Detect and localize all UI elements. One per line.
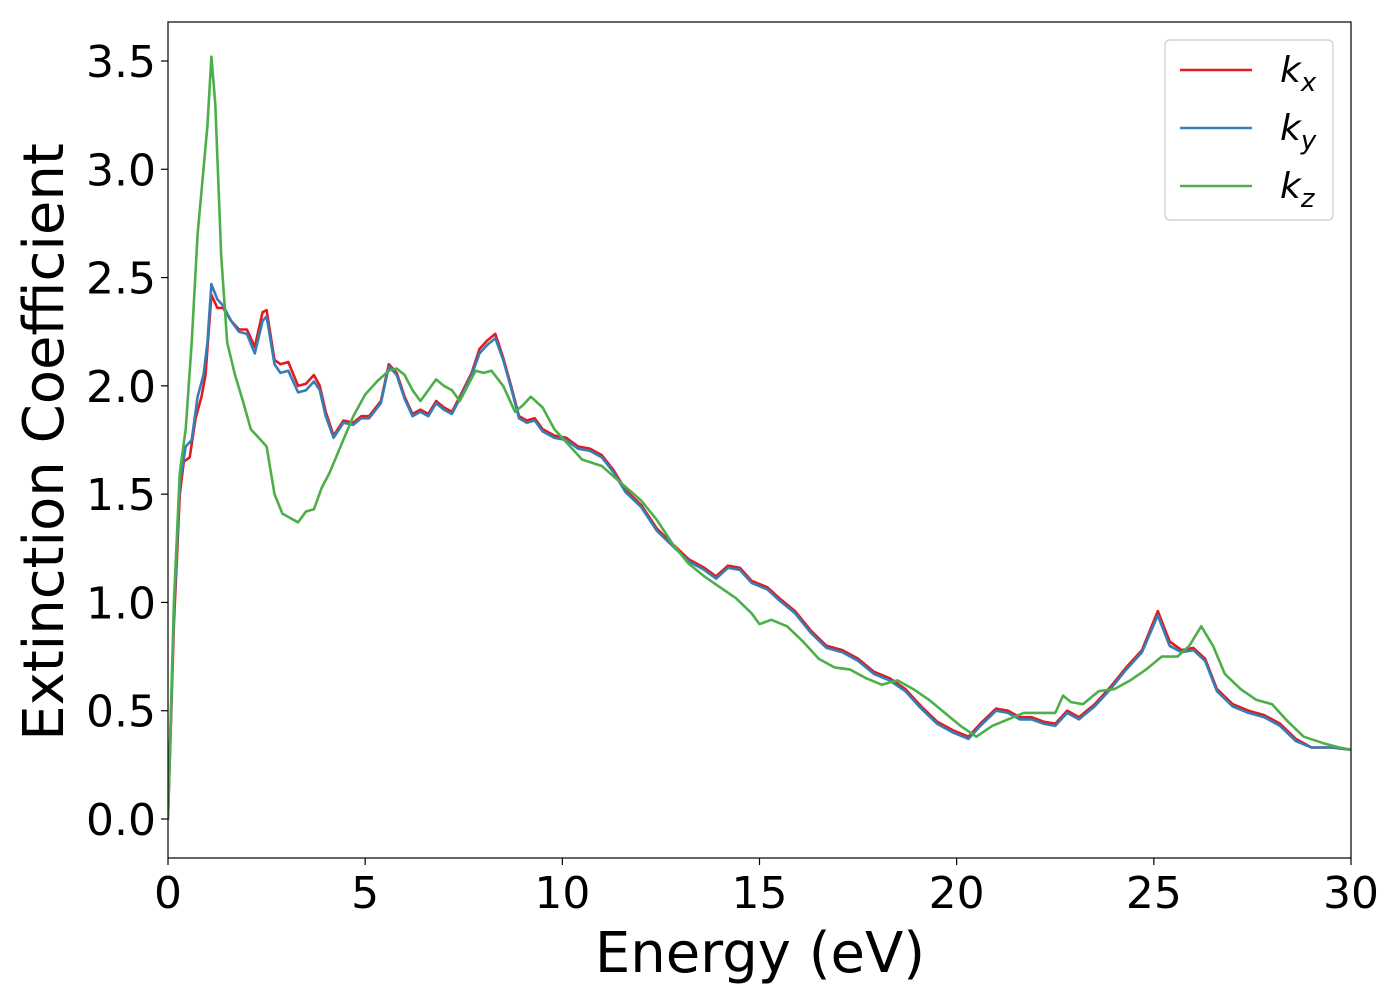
- y-tick-label: 3.5: [86, 37, 156, 88]
- x-axis-ticks: 0 5 10 15 20 25 30: [154, 858, 1379, 919]
- series-line-kx: [168, 293, 1351, 821]
- series-line-ky: [168, 282, 1351, 821]
- x-tick-label: 25: [1126, 868, 1182, 919]
- x-tick-label: 5: [351, 868, 379, 919]
- legend: kx ky kz: [1164, 39, 1334, 221]
- x-tick-label: 20: [929, 868, 985, 919]
- y-tick-label: 1.0: [86, 578, 156, 629]
- x-axis-label: Energy (eV): [595, 921, 925, 986]
- x-tick-label: 0: [154, 868, 182, 919]
- y-axis-ticks: 0.0 0.5 1.0 1.5 2.0 2.5 3.0 3.5: [86, 37, 168, 846]
- y-tick-label: 2.0: [86, 362, 156, 413]
- legend-label-kz: kz: [1280, 166, 1316, 214]
- y-tick-label: 0.0: [86, 795, 156, 846]
- legend-label-kx: kx: [1280, 50, 1317, 98]
- y-tick-label: 0.5: [86, 687, 156, 738]
- legend-label-ky: ky: [1280, 108, 1317, 156]
- y-tick-label: 2.5: [86, 254, 156, 305]
- legend-box: [1164, 39, 1334, 221]
- x-tick-label: 10: [534, 868, 590, 919]
- x-tick-label: 15: [732, 868, 788, 919]
- y-tick-label: 3.0: [86, 145, 156, 196]
- x-tick-label: 30: [1323, 868, 1379, 919]
- y-tick-label: 1.5: [86, 470, 156, 521]
- plot-lines: [168, 55, 1351, 821]
- y-axis-label: Extinction Coefficient: [12, 143, 77, 741]
- series-line-kz: [168, 55, 1351, 821]
